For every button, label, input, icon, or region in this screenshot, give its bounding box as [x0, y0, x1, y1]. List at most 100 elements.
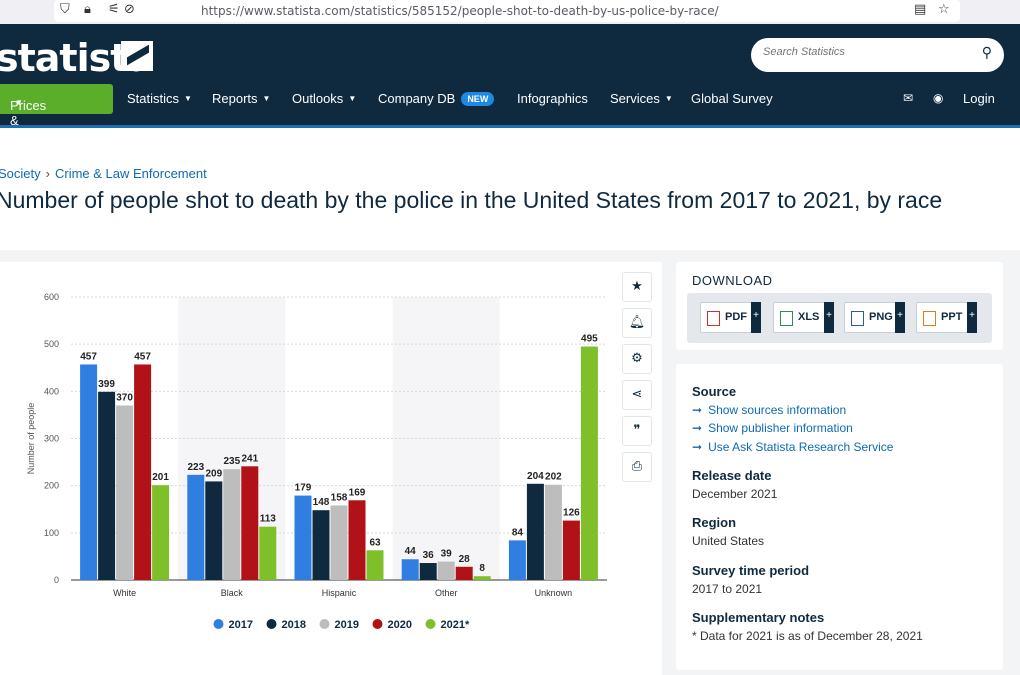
- ask-statista-link[interactable]: ➞ Use Ask Statista Research Service: [692, 440, 893, 454]
- search-input[interactable]: [763, 46, 963, 58]
- chart-panel: 0 100 200 300 400 500 600 Number of people 457 39…: [0, 262, 662, 675]
- bar-value-label: 169: [349, 487, 366, 498]
- bar[interactable]: [562, 520, 580, 580]
- xls-file-icon: [780, 311, 793, 326]
- y-tick-label: 600: [44, 292, 59, 302]
- search-box[interactable]: ⚲: [751, 38, 1004, 72]
- survey-period-heading: Survey time period: [692, 563, 810, 578]
- download-pdf-button[interactable]: PDF +: [700, 302, 761, 333]
- region-value: United States: [692, 534, 765, 548]
- browser-address-bar: ⛉ 🔒︎ ⚟ ⊘ https://www.statista.com/statis…: [0, 0, 1020, 24]
- nav-company-db[interactable]: Company DB NEW: [378, 91, 495, 106]
- breadcrumb-society[interactable]: Society: [0, 166, 41, 181]
- legend-label[interactable]: 2020: [388, 619, 412, 631]
- download-buttons: PDF + XLS + PNG + PPT +: [687, 293, 992, 343]
- download-title: DOWNLOAD: [692, 273, 773, 288]
- blocked-media-icon[interactable]: ⊘: [124, 2, 135, 17]
- nav-outlooks-label: Outlooks: [292, 91, 344, 106]
- bar[interactable]: [241, 466, 259, 580]
- bar[interactable]: [455, 566, 473, 580]
- legend-label[interactable]: 2021*: [441, 619, 470, 631]
- nav-services-label: Services: [610, 91, 660, 106]
- bar-value-label: 158: [331, 492, 348, 503]
- lock-icon[interactable]: 🔒︎: [84, 2, 91, 17]
- legend-marker[interactable]: [425, 619, 436, 629]
- bar[interactable]: [508, 540, 526, 580]
- nav-outlooks[interactable]: Outlooks ▼: [292, 91, 356, 106]
- bookmark-star-icon[interactable]: ☆: [938, 2, 950, 17]
- nav-services[interactable]: Services ▼: [610, 91, 673, 106]
- chevron-down-icon: ▼: [15, 98, 23, 107]
- globe-icon[interactable]: ◉: [933, 91, 944, 105]
- cite-quote-icon[interactable]: ❞: [622, 416, 652, 446]
- legend-label[interactable]: 2017: [229, 619, 253, 631]
- share-icon[interactable]: ⋖: [622, 380, 652, 410]
- bar-value-label: 457: [80, 351, 97, 362]
- url-field-container[interactable]: ⛉ 🔒︎ ⚟ ⊘ https://www.statista.com/statis…: [54, 0, 960, 22]
- nav-statistics-label: Statistics: [127, 91, 180, 106]
- bar[interactable]: [223, 469, 241, 580]
- show-publisher-link[interactable]: ➞ Show publisher information: [692, 421, 853, 435]
- nav-statistics[interactable]: Statistics ▼: [127, 91, 192, 106]
- bar[interactable]: [419, 563, 437, 580]
- show-sources-link[interactable]: ➞ Show sources information: [692, 403, 846, 417]
- bar[interactable]: [437, 561, 455, 580]
- pdf-file-icon: [707, 311, 720, 326]
- bar[interactable]: [259, 526, 277, 580]
- download-png-button[interactable]: PNG +: [844, 302, 905, 333]
- search-icon[interactable]: ⚲: [981, 45, 992, 61]
- bar[interactable]: [205, 481, 223, 580]
- header-accent-line: [0, 125, 1020, 128]
- bar[interactable]: [473, 576, 491, 580]
- download-xls-button[interactable]: XLS +: [773, 302, 834, 333]
- nav-global-survey-label: Global Survey: [691, 91, 773, 106]
- legend-marker[interactable]: [372, 619, 383, 629]
- mail-icon[interactable]: ✉: [903, 91, 914, 105]
- breadcrumb-crime-law[interactable]: Crime & Law Enforcement: [54, 166, 207, 181]
- permissions-icon[interactable]: ⚟: [108, 2, 120, 17]
- login-link[interactable]: Login: [963, 91, 995, 106]
- bar[interactable]: [348, 500, 366, 580]
- url-text[interactable]: https://www.statista.com/statistics/5851…: [201, 4, 719, 18]
- bar[interactable]: [330, 505, 348, 580]
- bar[interactable]: [187, 474, 205, 580]
- bar-value-label: 399: [98, 379, 115, 390]
- bar[interactable]: [401, 559, 419, 580]
- legend-marker[interactable]: [319, 619, 330, 629]
- bar[interactable]: [366, 550, 384, 580]
- bar[interactable]: [580, 346, 598, 580]
- legend-marker[interactable]: [266, 619, 277, 629]
- chevron-down-icon: ▼: [184, 94, 192, 103]
- bar-value-label: 63: [369, 537, 381, 548]
- bar[interactable]: [544, 484, 562, 580]
- shield-icon[interactable]: ⛉: [60, 2, 70, 17]
- bar[interactable]: [312, 510, 330, 580]
- bar-value-label: 209: [205, 468, 222, 479]
- x-category-label: Hispanic: [322, 588, 357, 598]
- bar[interactable]: [98, 391, 116, 580]
- bar[interactable]: [80, 364, 98, 580]
- legend-label[interactable]: 2019: [335, 619, 359, 631]
- page-title: Number of people shot to death by the po…: [0, 187, 943, 213]
- bar[interactable]: [134, 364, 152, 580]
- nav-global-survey[interactable]: Global Survey: [691, 91, 773, 106]
- print-icon[interactable]: ⎙: [622, 452, 652, 482]
- bar[interactable]: [116, 405, 134, 580]
- release-date-value: December 2021: [692, 487, 778, 501]
- statista-logo-mark-icon[interactable]: [121, 41, 153, 71]
- bar[interactable]: [294, 495, 312, 580]
- bar-value-label: 495: [581, 334, 598, 345]
- download-ppt-button[interactable]: PPT +: [916, 302, 977, 333]
- bar[interactable]: [152, 485, 170, 580]
- nav-prices-access[interactable]: Prices & Access ▼: [0, 84, 113, 143]
- reader-view-icon[interactable]: ▤: [914, 2, 927, 17]
- legend-marker[interactable]: [213, 619, 224, 629]
- x-category-label: Unknown: [535, 588, 573, 598]
- nav-reports[interactable]: Reports ▼: [212, 91, 270, 106]
- bar[interactable]: [526, 483, 544, 580]
- favorite-star-icon[interactable]: ★: [622, 272, 652, 302]
- notification-bell-icon[interactable]: 🔔︎: [622, 308, 652, 338]
- nav-infographics[interactable]: Infographics: [517, 91, 588, 106]
- settings-gear-icon[interactable]: ⚙: [622, 344, 652, 374]
- legend-label[interactable]: 2018: [282, 619, 306, 631]
